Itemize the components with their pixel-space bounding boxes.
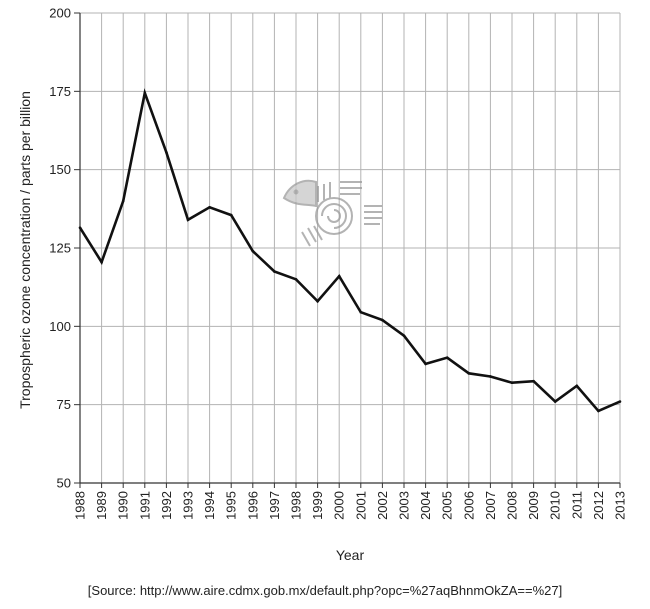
data-point <box>294 278 298 281</box>
data-point <box>100 260 103 264</box>
x-tick-label: 2011 <box>569 491 584 519</box>
data-point <box>273 270 276 273</box>
x-tick-label: 1993 <box>181 491 196 520</box>
data-point <box>186 218 190 222</box>
data-point <box>510 381 514 385</box>
x-tick-label: 2009 <box>526 491 541 520</box>
data-point <box>445 356 449 359</box>
data-point <box>337 274 341 278</box>
grid <box>80 12 621 483</box>
x-tick-label: 1999 <box>310 491 325 520</box>
x-tick-label: 2013 <box>613 491 628 520</box>
x-tick-label: 1997 <box>267 491 282 520</box>
x-tick-label: 1995 <box>224 491 239 520</box>
data-point <box>208 205 211 209</box>
x-tick-label: 1988 <box>73 491 88 520</box>
y-tick-label: 200 <box>49 6 71 21</box>
x-tick-labels: 1988 1989 1990 1991 1992 1993 1994 1995 1996 1997… <box>73 483 628 520</box>
x-tick-label: 2008 <box>505 491 520 520</box>
x-tick-label: 1996 <box>245 491 260 520</box>
data-point <box>251 249 255 253</box>
watermark-logo-icon <box>282 179 382 247</box>
x-tick-label: 1989 <box>94 491 109 520</box>
y-tick-label: 75 <box>57 397 71 412</box>
x-tick-label: 2002 <box>375 491 390 520</box>
source-caption: [Source: http://www.aire.cdmx.gob.mx/def… <box>87 583 563 598</box>
x-tick-label: 1994 <box>202 491 217 520</box>
y-tick-label: 50 <box>57 476 71 491</box>
data-point <box>489 375 492 378</box>
data-point <box>532 379 535 383</box>
series-line <box>78 88 621 413</box>
y-tick-label: 175 <box>49 84 71 99</box>
data-point <box>402 334 406 338</box>
x-tick-label: 2004 <box>418 491 433 520</box>
data-point <box>553 400 557 403</box>
data-point <box>381 318 384 322</box>
data-point <box>121 199 125 203</box>
x-tick-label: 2007 <box>483 491 498 520</box>
data-point <box>597 409 600 413</box>
x-tick-label: 2003 <box>397 491 412 520</box>
data-point <box>143 91 147 95</box>
x-tick-label: 2001 <box>353 491 368 520</box>
data-point <box>467 372 471 375</box>
data-point <box>229 213 233 217</box>
x-axis-title: Year <box>336 547 365 563</box>
y-tick-labels: 50 75 100 125 150 175 200 <box>49 6 80 491</box>
x-tick-label: 2000 <box>332 491 347 520</box>
data-point <box>424 362 427 366</box>
x-tick-label: 2006 <box>461 491 476 520</box>
x-tick-label: 2010 <box>548 491 563 520</box>
x-tick-label: 1991 <box>137 491 152 520</box>
y-tick-label: 100 <box>49 319 71 334</box>
x-tick-label: 1990 <box>116 491 131 520</box>
data-point <box>316 299 319 303</box>
data-point <box>359 310 363 314</box>
data-point <box>618 400 622 403</box>
data-point <box>575 384 579 388</box>
x-tick-label: 2012 <box>591 491 606 520</box>
data-point <box>78 226 82 229</box>
y-tick-label: 150 <box>49 162 71 177</box>
x-tick-label: 1998 <box>289 491 304 520</box>
data-points <box>78 91 622 413</box>
y-tick-label: 125 <box>49 241 71 256</box>
x-tick-label: 1992 <box>159 491 174 520</box>
x-tick-label: 2005 <box>440 491 455 520</box>
series-layer <box>78 88 621 413</box>
y-axis-title: Tropospheric ozone concentration / parts… <box>17 91 33 409</box>
data-point <box>165 151 168 154</box>
